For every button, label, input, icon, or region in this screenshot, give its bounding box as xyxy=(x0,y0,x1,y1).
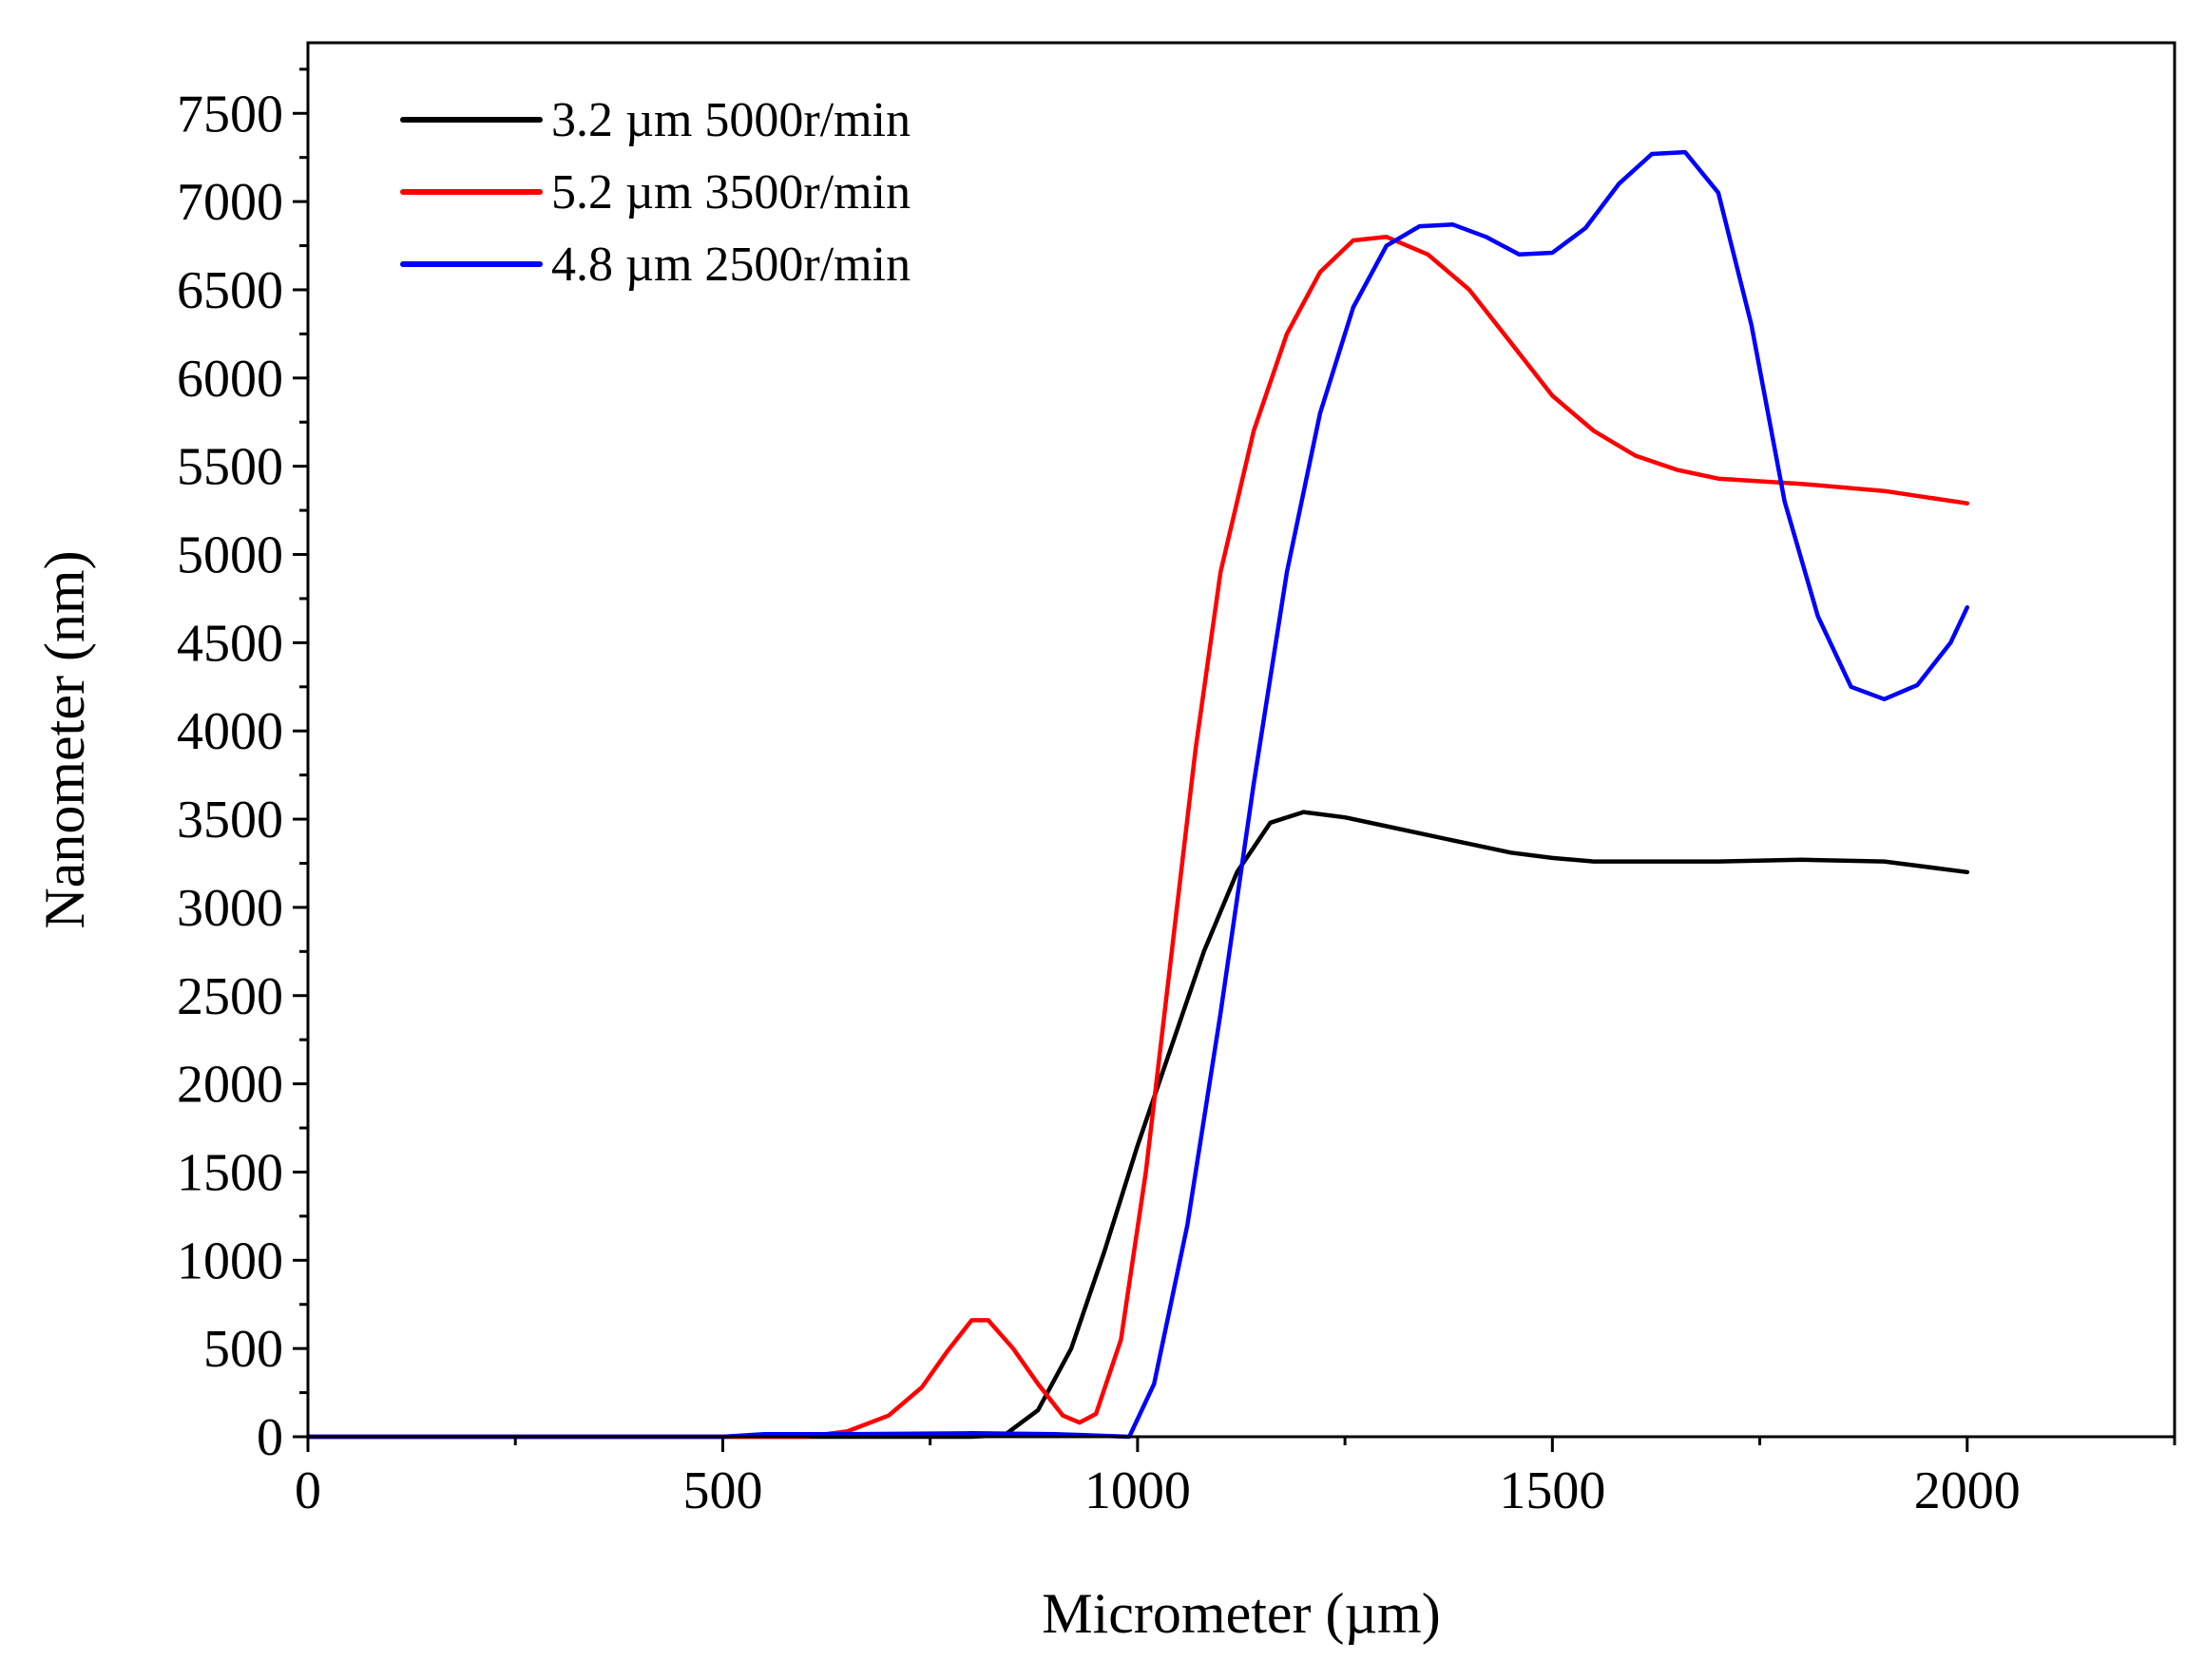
x-tick-label: 1500 xyxy=(1499,1461,1605,1520)
y-tick-label: 2500 xyxy=(177,967,283,1026)
y-tick-label: 3500 xyxy=(177,791,283,850)
y-tick-label: 6000 xyxy=(177,350,283,409)
y-tick-label: 5500 xyxy=(177,438,283,497)
plot-frame xyxy=(306,41,2176,1439)
y-tick-label: 3000 xyxy=(177,879,283,938)
series-line-2 xyxy=(305,235,1970,1440)
legend: 3.2 µm 5000r/min 5.2 µm 3500r/min 4.8 µm 2… xyxy=(400,93,911,292)
series-layer xyxy=(305,149,1970,1440)
y-tick-label: 2000 xyxy=(177,1056,283,1115)
y-tick-label: 1000 xyxy=(177,1231,283,1290)
x-axis-ticks: 0 500 1000 1500 2000 xyxy=(295,1437,2176,1520)
y-tick-label: 7500 xyxy=(177,85,283,143)
y-tick-label: 4000 xyxy=(177,702,283,761)
y-tick-label: 5000 xyxy=(177,526,283,585)
legend-label-3: 4.8 µm 2500r/min xyxy=(551,238,911,292)
y-tick-label: 1500 xyxy=(177,1143,283,1202)
y-tick-label: 6500 xyxy=(177,261,283,320)
x-tick-label: 0 xyxy=(295,1461,321,1520)
series-line-3 xyxy=(305,149,1970,1440)
x-axis-title: Micrometer (µm) xyxy=(1042,1582,1440,1645)
x-tick-label: 2000 xyxy=(1914,1461,2021,1520)
y-tick-label: 7000 xyxy=(177,173,283,232)
series-line-1 xyxy=(305,810,1970,1440)
legend-label-2: 5.2 µm 3500r/min xyxy=(551,165,911,220)
y-tick-label: 500 xyxy=(203,1320,283,1379)
y-tick-label: 0 xyxy=(257,1408,283,1467)
x-tick-label: 1000 xyxy=(1084,1461,1191,1520)
x-tick-label: 500 xyxy=(682,1461,762,1520)
y-axis-ticks: 0 500 1000 1500 2000 2500 3000 3500 4000 4500 5000… xyxy=(177,67,308,1467)
legend-label-1: 3.2 µm 5000r/min xyxy=(551,93,911,147)
y-axis-title: Nanometer (nm) xyxy=(33,550,96,928)
y-tick-label: 4500 xyxy=(177,614,283,673)
